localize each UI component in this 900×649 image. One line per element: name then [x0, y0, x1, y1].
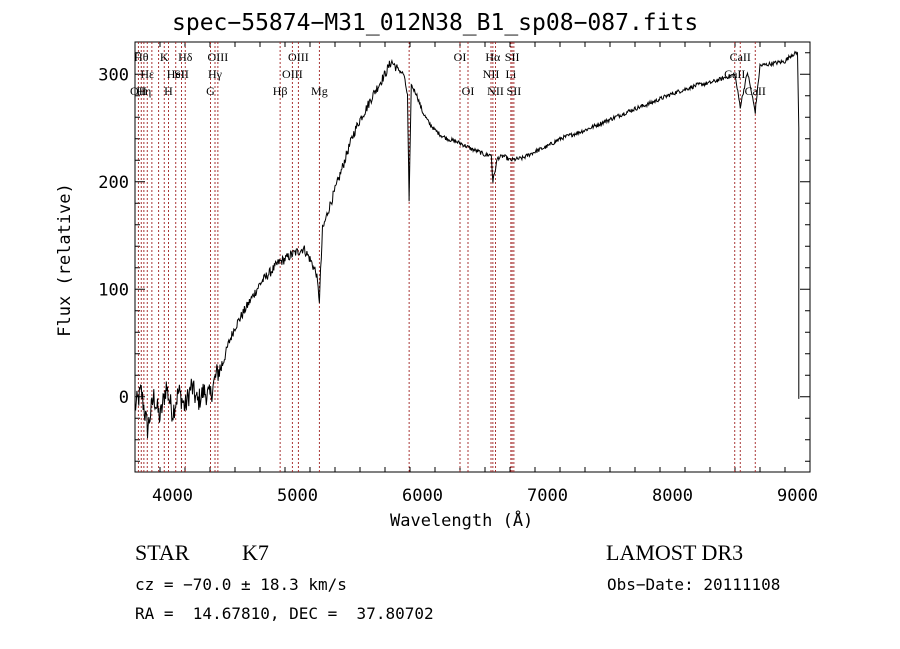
line-label: Mg — [311, 84, 328, 98]
line-label: NII — [487, 84, 504, 98]
y-tick-label: 0 — [119, 388, 129, 408]
y-tick-label: 300 — [98, 65, 129, 85]
line-label: Li — [506, 67, 517, 81]
survey-name: LAMOST DR3 — [606, 540, 744, 565]
line-label: OIII — [288, 50, 309, 64]
object-subclass: K7 — [242, 540, 269, 565]
line-label: Hδ — [178, 50, 193, 64]
line-label: CaII — [724, 67, 745, 81]
line-label: CaII — [745, 84, 766, 98]
line-label: OI — [454, 50, 467, 64]
line-label: H — [164, 84, 173, 98]
chart-title: spec−55874−M31_012N38_B1_sp08−087.fits — [172, 10, 699, 36]
x-tick-label: 9000 — [777, 486, 818, 506]
obs-date: Obs−Date: 20111108 — [607, 575, 781, 594]
object-class: STAR — [135, 540, 190, 565]
y-axis-label: Flux (relative) — [55, 183, 75, 337]
line-label: G — [206, 84, 215, 98]
x-tick-label: 5000 — [277, 486, 318, 506]
plot-frame — [134, 41, 811, 473]
x-tick-label: 8000 — [652, 486, 693, 506]
line-label: OIII — [208, 50, 229, 64]
coordinates: RA = 14.67810, DEC = 37.80702 — [135, 604, 434, 623]
x-tick-label: 7000 — [527, 486, 568, 506]
line-label: Hβ — [273, 84, 288, 98]
line-label: HeI — [167, 67, 185, 81]
spectrum-line — [134, 50, 800, 439]
redshift-info: cz = −70.0 ± 18.3 km/s — [135, 575, 347, 594]
line-label: OIII — [282, 67, 303, 81]
line-label: CaII — [730, 50, 751, 64]
x-tick-label: 6000 — [402, 486, 443, 506]
line-label: Hγ — [208, 67, 223, 81]
line-label: OII — [130, 84, 147, 98]
line-label: SII — [174, 67, 189, 81]
y-tick-label: 200 — [98, 173, 129, 193]
line-label: K — [160, 50, 169, 64]
x-axis-label: Wavelength (Å) — [390, 511, 534, 531]
line-label: Hη — [136, 84, 151, 98]
line-label: Hε — [140, 67, 154, 81]
line-label: SII — [507, 84, 522, 98]
line-label: NII — [483, 67, 500, 81]
x-tick-label: 4000 — [152, 486, 193, 506]
line-label: OI — [462, 84, 475, 98]
line-label: Hθ — [134, 50, 149, 64]
y-tick-label: 100 — [98, 280, 129, 300]
line-label: Hα — [485, 50, 501, 64]
line-label: SII — [505, 50, 520, 64]
